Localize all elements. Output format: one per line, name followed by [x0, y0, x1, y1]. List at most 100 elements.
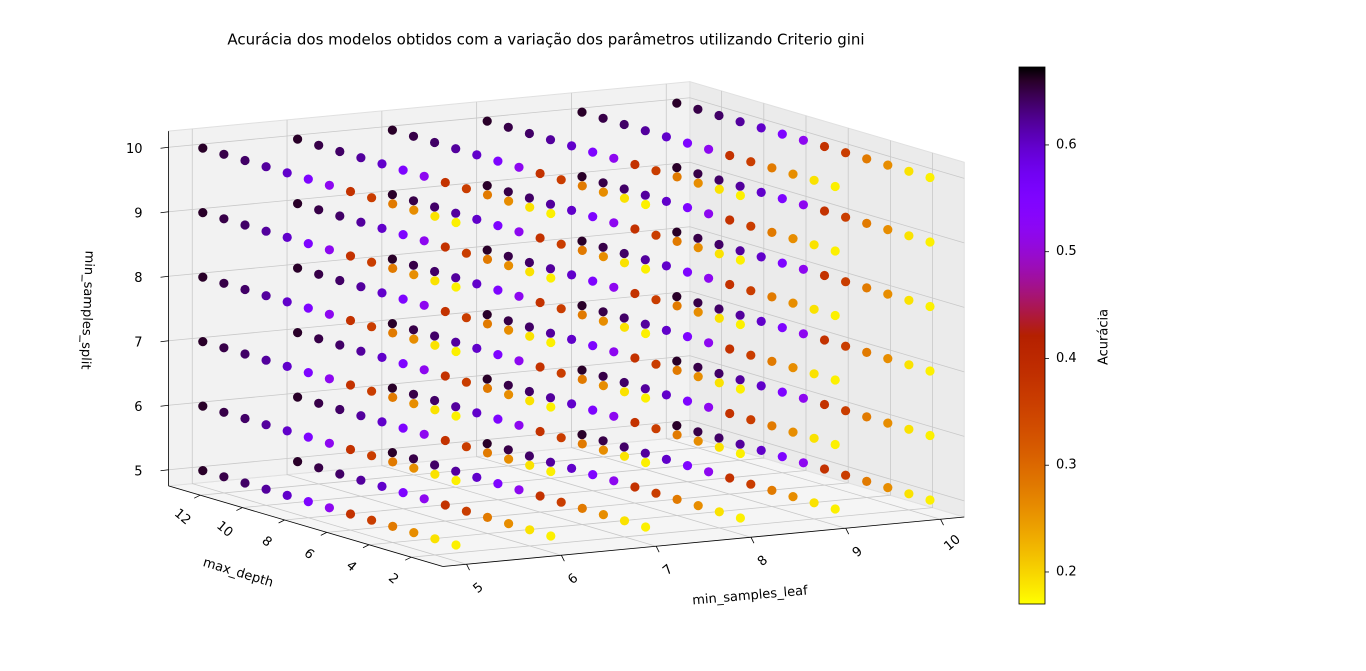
point [862, 154, 872, 164]
point [661, 261, 672, 271]
y-axis-line [168, 485, 443, 567]
point [367, 451, 377, 461]
point [746, 415, 756, 425]
point [693, 436, 703, 446]
point [567, 463, 577, 473]
point [640, 126, 650, 136]
point [409, 399, 419, 409]
point [440, 435, 450, 446]
point [335, 469, 345, 479]
point [451, 144, 461, 154]
point [546, 466, 556, 477]
grid-line [368, 140, 891, 546]
point [777, 129, 787, 139]
point [472, 472, 482, 482]
point [577, 439, 587, 449]
point [482, 374, 492, 384]
point [198, 401, 208, 411]
point [282, 361, 292, 371]
point [819, 399, 830, 410]
point [440, 500, 450, 510]
point [482, 310, 492, 320]
grid-line [168, 290, 965, 373]
point [451, 411, 461, 421]
point [841, 470, 851, 480]
point [398, 165, 408, 175]
tick-mark [160, 469, 169, 472]
point [503, 316, 513, 326]
point [672, 227, 682, 237]
point [303, 368, 313, 378]
point [704, 209, 714, 219]
point [314, 205, 324, 215]
point [735, 319, 746, 330]
point [240, 478, 250, 488]
point [356, 153, 366, 163]
tick-mark [845, 528, 850, 535]
grid-line [168, 355, 965, 437]
point [314, 334, 324, 344]
grid-line [242, 103, 765, 508]
point [219, 472, 229, 482]
point [725, 150, 735, 161]
point [735, 190, 746, 201]
point [282, 297, 292, 307]
point [482, 383, 493, 393]
point [567, 141, 577, 151]
point [219, 149, 229, 159]
point [430, 276, 440, 286]
point [451, 217, 461, 228]
point [777, 452, 787, 462]
grid-line [284, 115, 807, 521]
point [408, 325, 419, 335]
point [546, 208, 556, 219]
grid-line [411, 152, 933, 558]
point [419, 171, 429, 181]
point [388, 521, 398, 532]
point [598, 242, 608, 252]
point [398, 294, 408, 304]
point [377, 417, 387, 427]
point [219, 278, 229, 288]
x-tick-label: 5 [471, 580, 487, 597]
point [809, 369, 819, 379]
x-axis-label: min_samples_leaf [692, 583, 809, 608]
point [398, 359, 408, 369]
point [408, 389, 419, 399]
point [503, 122, 513, 132]
point [598, 316, 609, 326]
point [735, 439, 745, 449]
point [430, 202, 440, 212]
point [314, 269, 324, 279]
point [451, 273, 461, 283]
point [661, 325, 672, 335]
point [640, 255, 650, 265]
point [514, 227, 524, 237]
point [419, 236, 429, 246]
point [514, 420, 524, 430]
point [524, 193, 535, 203]
point [345, 315, 356, 326]
point [577, 245, 587, 255]
point [240, 413, 250, 424]
point [482, 190, 493, 200]
point [345, 509, 356, 519]
point [619, 119, 629, 130]
point [619, 387, 630, 397]
point [925, 237, 935, 247]
point [609, 218, 619, 228]
point [356, 282, 366, 292]
point [651, 166, 661, 176]
point [598, 445, 609, 455]
point [324, 374, 334, 384]
point [756, 252, 766, 262]
point [430, 395, 440, 406]
point [661, 132, 672, 142]
point [682, 461, 693, 471]
point [693, 243, 703, 253]
z-tick-label: 9 [134, 206, 142, 221]
point [809, 304, 819, 314]
point [756, 316, 766, 326]
point [682, 203, 693, 213]
